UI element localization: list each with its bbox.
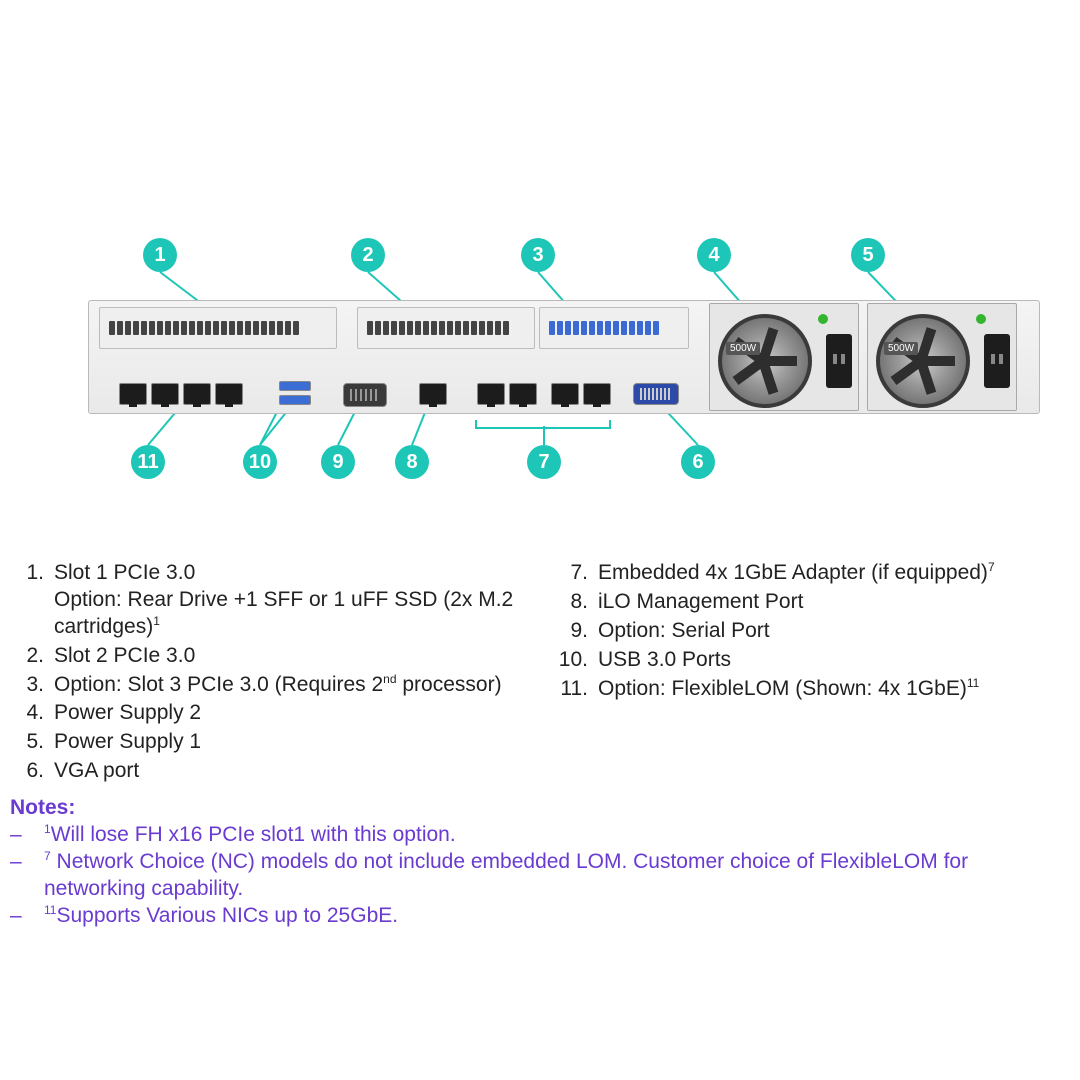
legend-text: iLO Management Port <box>598 589 1070 616</box>
slot-1-pcie <box>99 307 337 349</box>
note-item: –1Will lose FH x16 PCIe slot1 with this … <box>10 822 1070 849</box>
power-plug-icon <box>984 334 1010 388</box>
callout-bubble-9: 9 <box>321 445 355 479</box>
usb-3-port <box>279 395 311 405</box>
note-dash: – <box>10 849 44 903</box>
legend-item: 1.Slot 1 PCIe 3.0Option: Rear Drive +1 S… <box>10 560 526 641</box>
legend-item: 10.USB 3.0 Ports <box>554 647 1070 674</box>
legend-number: 8. <box>554 589 598 616</box>
callout-bubble-8: 8 <box>395 445 429 479</box>
legend-number: 1. <box>10 560 54 641</box>
legend-item: 2.Slot 2 PCIe 3.0 <box>10 643 526 670</box>
fan-icon <box>876 314 970 408</box>
power-plug-icon <box>826 334 852 388</box>
legend-item: 3.Option: Slot 3 PCIe 3.0 (Requires 2nd … <box>10 672 526 699</box>
note-text: 1Will lose FH x16 PCIe slot1 with this o… <box>44 822 1070 849</box>
psu-wattage-label: 500W <box>726 342 760 355</box>
flexiblelom-port <box>151 383 179 405</box>
note-item: –11Supports Various NICs up to 25GbE. <box>10 903 1070 930</box>
legend-column-right: 7.Embedded 4x 1GbE Adapter (if equipped)… <box>554 560 1070 787</box>
legend-item: 6.VGA port <box>10 758 526 785</box>
embedded-1gbe-port <box>509 383 537 405</box>
legend-text: Option: Slot 3 PCIe 3.0 (Requires 2nd pr… <box>54 672 526 699</box>
legend-item: 4.Power Supply 2 <box>10 700 526 727</box>
usb-3-port <box>279 381 311 391</box>
legend-text: Option: Serial Port <box>598 618 1070 645</box>
legend-text: Embedded 4x 1GbE Adapter (if equipped)7 <box>598 560 1070 587</box>
psu-wattage-label: 500W <box>884 342 918 355</box>
slot-3-pcie <box>539 307 689 349</box>
fan-icon <box>718 314 812 408</box>
psu-status-led <box>818 314 828 324</box>
legend-text: Power Supply 1 <box>54 729 526 756</box>
callout-bubble-4: 4 <box>697 238 731 272</box>
legend-text: VGA port <box>54 758 526 785</box>
note-dash: – <box>10 822 44 849</box>
vga-port <box>633 383 679 405</box>
legend-number: 2. <box>10 643 54 670</box>
legend-number: 7. <box>554 560 598 587</box>
note-item: –7 Network Choice (NC) models do not inc… <box>10 849 1070 903</box>
callout-bubble-11: 11 <box>131 445 165 479</box>
callout-bubble-1: 1 <box>143 238 177 272</box>
slot-2-pcie <box>357 307 535 349</box>
embedded-1gbe-port <box>477 383 505 405</box>
legend-text: Option: FlexibleLOM (Shown: 4x 1GbE)11 <box>598 676 1070 703</box>
server-chassis: 500W 500W <box>88 300 1040 414</box>
legend-column-left: 1.Slot 1 PCIe 3.0Option: Rear Drive +1 S… <box>10 560 526 787</box>
callout-bubble-2: 2 <box>351 238 385 272</box>
legend-number: 9. <box>554 618 598 645</box>
legend-text: USB 3.0 Ports <box>598 647 1070 674</box>
callout-bubble-5: 5 <box>851 238 885 272</box>
callout-bubble-6: 6 <box>681 445 715 479</box>
serial-port <box>343 383 387 407</box>
legend-item: 5.Power Supply 1 <box>10 729 526 756</box>
note-text: 11Supports Various NICs up to 25GbE. <box>44 903 1070 930</box>
ilo-management-port <box>419 383 447 405</box>
note-dash: – <box>10 903 44 930</box>
legend-item: 11.Option: FlexibleLOM (Shown: 4x 1GbE)1… <box>554 676 1070 703</box>
legend-item: 8.iLO Management Port <box>554 589 1070 616</box>
legend-number: 5. <box>10 729 54 756</box>
legend: 1.Slot 1 PCIe 3.0Option: Rear Drive +1 S… <box>10 560 1070 929</box>
note-text: 7 Network Choice (NC) models do not incl… <box>44 849 1070 903</box>
power-supply-2: 500W <box>709 303 859 411</box>
embedded-1gbe-port <box>551 383 579 405</box>
legend-number: 3. <box>10 672 54 699</box>
flexiblelom-port <box>119 383 147 405</box>
server-diagram: 500W 500W <box>0 0 1080 500</box>
flexiblelom-port <box>215 383 243 405</box>
legend-text: Slot 1 PCIe 3.0Option: Rear Drive +1 SFF… <box>54 560 526 641</box>
legend-number: 4. <box>10 700 54 727</box>
legend-item: 9.Option: Serial Port <box>554 618 1070 645</box>
legend-number: 10. <box>554 647 598 674</box>
callout-bubble-10: 10 <box>243 445 277 479</box>
notes-heading: Notes: <box>10 795 1070 822</box>
flexiblelom-port <box>183 383 211 405</box>
legend-text: Slot 2 PCIe 3.0 <box>54 643 526 670</box>
psu-status-led <box>976 314 986 324</box>
legend-number: 11. <box>554 676 598 703</box>
callout-bubble-7: 7 <box>527 445 561 479</box>
legend-number: 6. <box>10 758 54 785</box>
power-supply-1: 500W <box>867 303 1017 411</box>
notes-section: Notes: –1Will lose FH x16 PCIe slot1 wit… <box>10 795 1070 929</box>
legend-item: 7.Embedded 4x 1GbE Adapter (if equipped)… <box>554 560 1070 587</box>
legend-text: Power Supply 2 <box>54 700 526 727</box>
embedded-1gbe-port <box>583 383 611 405</box>
callout-bubble-3: 3 <box>521 238 555 272</box>
